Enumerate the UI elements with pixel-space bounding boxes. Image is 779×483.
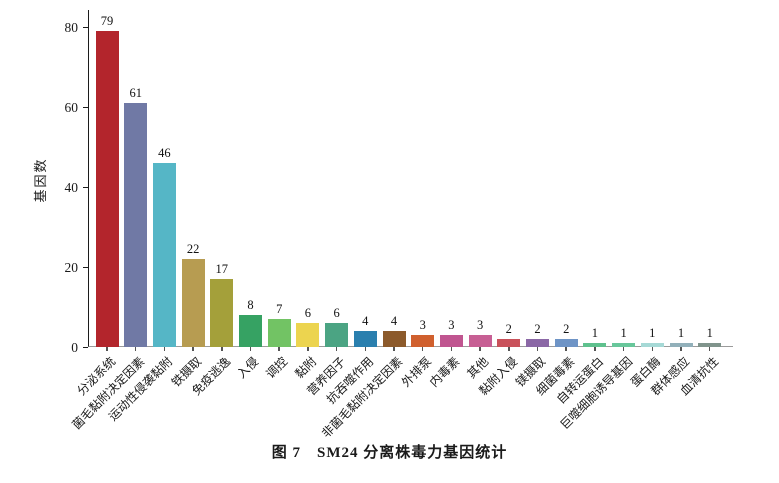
bar	[296, 323, 320, 347]
bar-value-label: 1	[677, 326, 685, 340]
bar	[497, 339, 521, 347]
x-tick-mark	[708, 347, 711, 351]
bar-value-label: 8	[247, 298, 254, 312]
bar	[124, 103, 148, 347]
bar	[526, 339, 549, 347]
bar-value-label: 2	[534, 322, 541, 336]
bar	[210, 279, 234, 347]
bar	[640, 343, 664, 347]
bar-value-label: 46	[158, 146, 171, 160]
bar	[698, 343, 722, 347]
bar-value-label: 6	[304, 306, 312, 320]
bar	[95, 31, 119, 347]
bar	[468, 335, 492, 347]
bar-value-label: 3	[419, 318, 426, 332]
x-tick-label: 内毒素	[427, 354, 463, 390]
x-tick-mark	[450, 347, 453, 351]
x-tick-mark	[421, 347, 424, 351]
bar-value-label: 2	[505, 322, 512, 336]
x-tick-mark	[565, 347, 567, 351]
y-tick-label: 20	[64, 259, 79, 275]
bar	[239, 315, 262, 347]
figure-caption: 图 7 SM24 分离株毒力基因统计	[271, 445, 508, 461]
x-tick-mark	[508, 347, 510, 351]
bar	[181, 259, 205, 347]
bar	[669, 343, 693, 347]
x-tick-mark	[536, 347, 539, 351]
x-tick-mark	[249, 347, 252, 351]
y-tick-mark	[83, 26, 88, 28]
bar-value-label: 3	[448, 318, 455, 332]
bar-value-label: 17	[215, 262, 229, 276]
bar-value-label: 4	[390, 314, 398, 328]
plot-area	[88, 10, 733, 347]
bar-value-label: 4	[362, 314, 369, 328]
y-tick-label: 0	[71, 339, 78, 355]
y-tick-label: 80	[64, 19, 79, 35]
bar-value-label: 3	[476, 318, 484, 332]
bar-value-label: 1	[706, 326, 713, 340]
x-tick-mark	[594, 347, 596, 351]
y-tick-label: 40	[64, 179, 79, 195]
bar	[152, 163, 176, 347]
x-tick-mark	[307, 347, 309, 351]
x-tick-label: 外排泵	[398, 354, 434, 390]
y-tick-mark	[83, 346, 88, 348]
bar	[583, 343, 607, 347]
bar	[382, 331, 406, 347]
x-tick-mark	[622, 347, 625, 351]
bar	[554, 339, 578, 347]
x-tick-mark	[335, 347, 338, 351]
bar-value-label: 1	[620, 326, 627, 340]
x-tick-mark	[163, 347, 166, 351]
x-tick-mark	[393, 347, 395, 351]
x-tick-mark	[278, 347, 280, 351]
bar	[439, 335, 463, 347]
y-tick-mark	[83, 186, 88, 188]
x-tick-mark	[221, 347, 223, 351]
x-tick-mark	[106, 347, 108, 351]
x-tick-label: 入侵	[234, 354, 262, 382]
x-tick-mark	[192, 347, 194, 351]
x-tick-mark	[364, 347, 367, 351]
y-tick-label: 60	[64, 99, 79, 115]
x-tick-mark	[651, 347, 654, 351]
bar-value-label: 1	[649, 326, 656, 340]
y-tick-mark	[83, 266, 88, 268]
x-tick-mark	[680, 347, 682, 351]
bar	[612, 343, 636, 347]
x-tick-label: 调控	[263, 354, 291, 382]
x-tick-mark	[134, 347, 137, 351]
bar-value-label: 1	[591, 326, 599, 340]
bar-value-label: 2	[563, 322, 570, 336]
bar-value-label: 61	[129, 86, 142, 100]
bar	[411, 335, 435, 347]
bar	[267, 319, 291, 347]
bar-value-label: 7	[276, 302, 283, 316]
bar-value-label: 22	[186, 242, 200, 256]
bar	[353, 331, 377, 347]
bar-value-label: 6	[333, 306, 340, 320]
bar	[325, 323, 349, 347]
y-tick-mark	[83, 106, 88, 108]
x-tick-mark	[479, 347, 481, 351]
bar-value-label: 79	[100, 14, 114, 28]
